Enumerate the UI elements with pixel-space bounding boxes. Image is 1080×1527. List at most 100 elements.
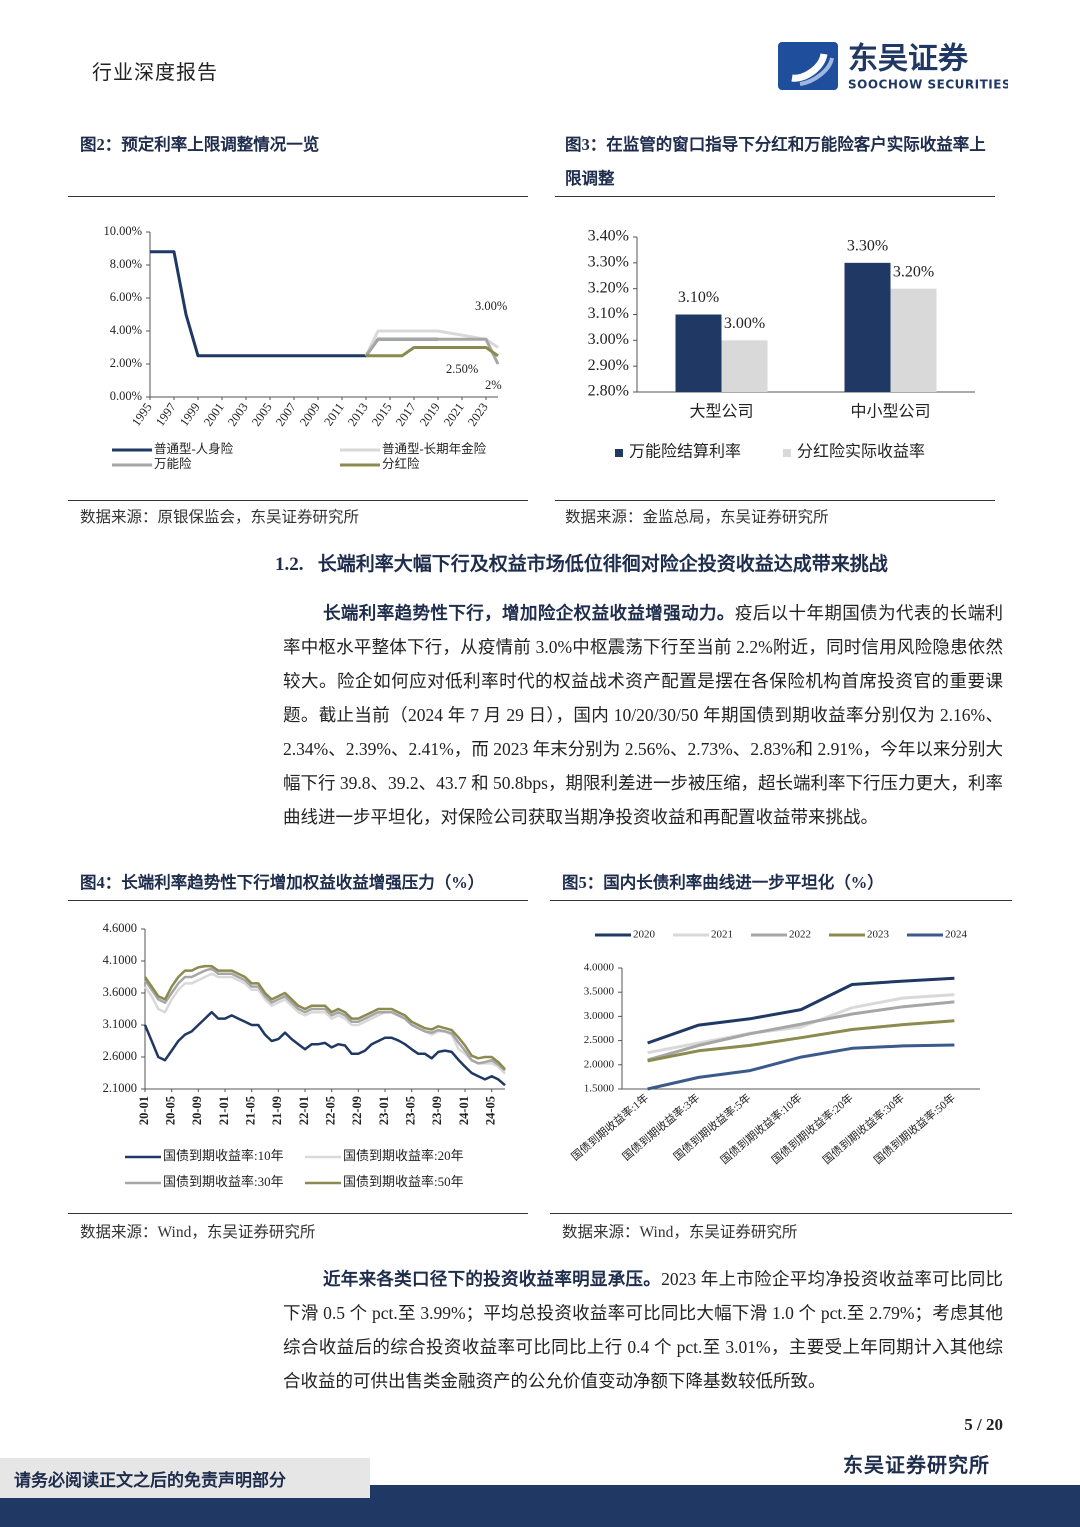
line-series bbox=[364, 337, 500, 365]
rule bbox=[555, 196, 995, 197]
y-tick-label: 4.1000 bbox=[103, 953, 137, 967]
section-heading: 1.2. 长端利率大幅下行及权益市场低位徘徊对险企投资收益达成带来挑战 bbox=[275, 549, 888, 576]
x-tick-label: 22-09 bbox=[350, 1096, 364, 1125]
source: 数据来源：金监总局，东吴证券研究所 bbox=[565, 509, 829, 526]
chart: 2.80% 2.90% 3.00% 3.10% 3.20% 3.30% 3.40% 大型公司 3… bbox=[588, 228, 975, 461]
source: 数据来源：Wind，东吴证券研究所 bbox=[562, 1224, 798, 1241]
y-tick-label: 4.6000 bbox=[103, 921, 137, 935]
x-tick-label: 2017 bbox=[393, 400, 419, 429]
x-tick-label: 国债到期收益率:50年 bbox=[871, 1091, 958, 1167]
y-tick-label: 2.5000 bbox=[584, 1034, 615, 1046]
x-tick-label: 2013 bbox=[345, 400, 371, 429]
legend-label: 分红险实际收益率 bbox=[797, 443, 925, 461]
rule bbox=[550, 900, 1012, 901]
header-title: 行业深度报告 bbox=[92, 62, 218, 84]
x-tick-label: 21-09 bbox=[270, 1096, 284, 1125]
line-series bbox=[366, 346, 499, 358]
x-tick-label: 1999 bbox=[177, 400, 203, 429]
y-tick-label: 3.0000 bbox=[584, 1010, 615, 1022]
x-tick-label: 20-09 bbox=[190, 1096, 204, 1125]
x-tick-label: 24-01 bbox=[457, 1096, 471, 1125]
logo-stroke bbox=[799, 57, 834, 86]
source: 数据来源：原银保监会，东吴证券研究所 bbox=[80, 509, 360, 526]
legend-label: 2021 bbox=[711, 929, 733, 941]
disclaimer-box: 请务必阅读正文之后的免责声明部分 bbox=[0, 1458, 370, 1498]
logo-stroke bbox=[791, 53, 828, 82]
line-series bbox=[143, 1010, 506, 1087]
x-tick-label: 2005 bbox=[249, 400, 275, 429]
y-tick-label: 2.1000 bbox=[103, 1081, 137, 1095]
legend-label: 万能险结算利率 bbox=[629, 442, 741, 461]
legend-label: 国债到期收益率:30年 bbox=[163, 1174, 284, 1189]
x-tick-label: 20-05 bbox=[164, 1096, 178, 1125]
y-tick-label: 4.00% bbox=[110, 323, 142, 337]
disclaimer: 请务必阅读正文之后的免责声明部分 bbox=[14, 1471, 286, 1490]
x-tick-label: 2007 bbox=[273, 400, 299, 429]
source: 数据来源：Wind，东吴证券研究所 bbox=[80, 1224, 316, 1241]
bar bbox=[890, 288, 937, 392]
y-tick-label: 3.40% bbox=[588, 228, 629, 245]
rule bbox=[68, 196, 528, 197]
x-tick-label: 23-09 bbox=[430, 1096, 444, 1125]
legend-label: 普通型-人身险 bbox=[154, 441, 234, 456]
legend-label: 2020 bbox=[633, 929, 656, 941]
legend-swatch bbox=[783, 449, 791, 457]
figure-title: 图3：在监管的窗口指导下分红和万能险客户实际收益率上限调整 bbox=[565, 135, 986, 188]
x-tick-label: 中小型公司 bbox=[850, 403, 930, 421]
annotation: 2.50% bbox=[446, 362, 478, 376]
y-tick-label: 1.5000 bbox=[584, 1083, 615, 1095]
x-tick-label: 2021 bbox=[441, 400, 467, 429]
x-tick-label: 21-05 bbox=[244, 1096, 258, 1125]
y-tick-label: 3.20% bbox=[588, 279, 629, 296]
figure-title: 图4：长端利率趋势性下行增加权益收益增强压力（%） bbox=[80, 873, 485, 892]
chart: 2.1000 2.6000 3.1000 3.6000 4.1000 4.6000 20-0… bbox=[103, 921, 506, 1189]
x-tick-label: 24-05 bbox=[484, 1096, 498, 1125]
x-tick-label: 22-05 bbox=[324, 1096, 338, 1125]
line-series bbox=[647, 976, 955, 1045]
legend-label: 2022 bbox=[789, 929, 811, 941]
legend-swatch bbox=[615, 449, 623, 457]
chart: 0.00% 2.00% 4.00% 6.00% 8.00% 10.00% 199519971… bbox=[103, 224, 507, 471]
rule bbox=[68, 500, 528, 501]
x-tick-label: 2011 bbox=[321, 400, 347, 428]
paragraph: 近年来各类口径下的投资收益率明显承压。2023 年上市险企平均净投资收益率可比同… bbox=[283, 1262, 1003, 1398]
x-tick-label: 23-01 bbox=[377, 1096, 391, 1125]
line-series bbox=[143, 967, 506, 1072]
y-tick-label: 2.0000 bbox=[584, 1058, 615, 1070]
x-tick-label: 22-01 bbox=[297, 1096, 311, 1125]
x-tick-label: 23-05 bbox=[404, 1096, 418, 1125]
paragraph-lead: 长端利率趋势性下行，增加险企权益收益增强动力。 bbox=[323, 603, 735, 623]
y-tick-label: 3.30% bbox=[588, 254, 629, 271]
figure-title: 图2：预定利率上限调整情况一览 bbox=[80, 135, 320, 154]
value-label: 3.10% bbox=[678, 289, 719, 306]
y-tick-label: 6.00% bbox=[110, 290, 142, 304]
bar bbox=[844, 262, 891, 392]
logo-cn: 东吴证券 bbox=[848, 42, 969, 77]
legend-label: 国债到期收益率:20年 bbox=[343, 1148, 464, 1163]
paragraph-text: 2023 年上市险企平均净投资收益率可比同比下滑 0.5 个 pct.至 3.9… bbox=[283, 1269, 1004, 1391]
line-series bbox=[647, 1043, 955, 1091]
paragraph-lead: 近年来各类口径下的投资收益率明显承压。 bbox=[323, 1269, 662, 1289]
line-series bbox=[647, 993, 955, 1055]
x-tick-label: 国债到期收益率:30年 bbox=[820, 1091, 907, 1167]
legend-label: 2023 bbox=[867, 929, 890, 941]
x-tick-label: 国债到期收益率:10年 bbox=[717, 1091, 804, 1167]
bar bbox=[721, 340, 768, 392]
x-tick-label: 2009 bbox=[297, 400, 323, 429]
line-series bbox=[647, 1019, 955, 1063]
x-tick-label: 2003 bbox=[225, 400, 251, 429]
logo: 东吴证券 SOOCHOW SECURITIES bbox=[778, 42, 1008, 92]
legend-label: 普通型-长期年金险 bbox=[382, 441, 487, 456]
y-tick-label: 8.00% bbox=[110, 257, 142, 271]
y-tick-label: 0.00% bbox=[110, 389, 142, 403]
y-tick-label: 4.0000 bbox=[584, 962, 615, 974]
rule bbox=[68, 900, 528, 901]
x-tick-label: 2019 bbox=[417, 400, 443, 429]
value-label: 3.30% bbox=[847, 238, 888, 255]
section-title: 长端利率大幅下行及权益市场低位徘徊对险企投资收益达成带来挑战 bbox=[317, 554, 888, 575]
annotation: 2% bbox=[485, 378, 502, 392]
chart: 1.5000 2.0000 2.5000 3.0000 3.5000 4.0000 国债到期… bbox=[568, 929, 980, 1167]
y-tick-label: 10.00% bbox=[103, 224, 142, 238]
y-tick-label: 3.00% bbox=[588, 331, 629, 348]
y-tick-label: 2.00% bbox=[110, 356, 142, 370]
